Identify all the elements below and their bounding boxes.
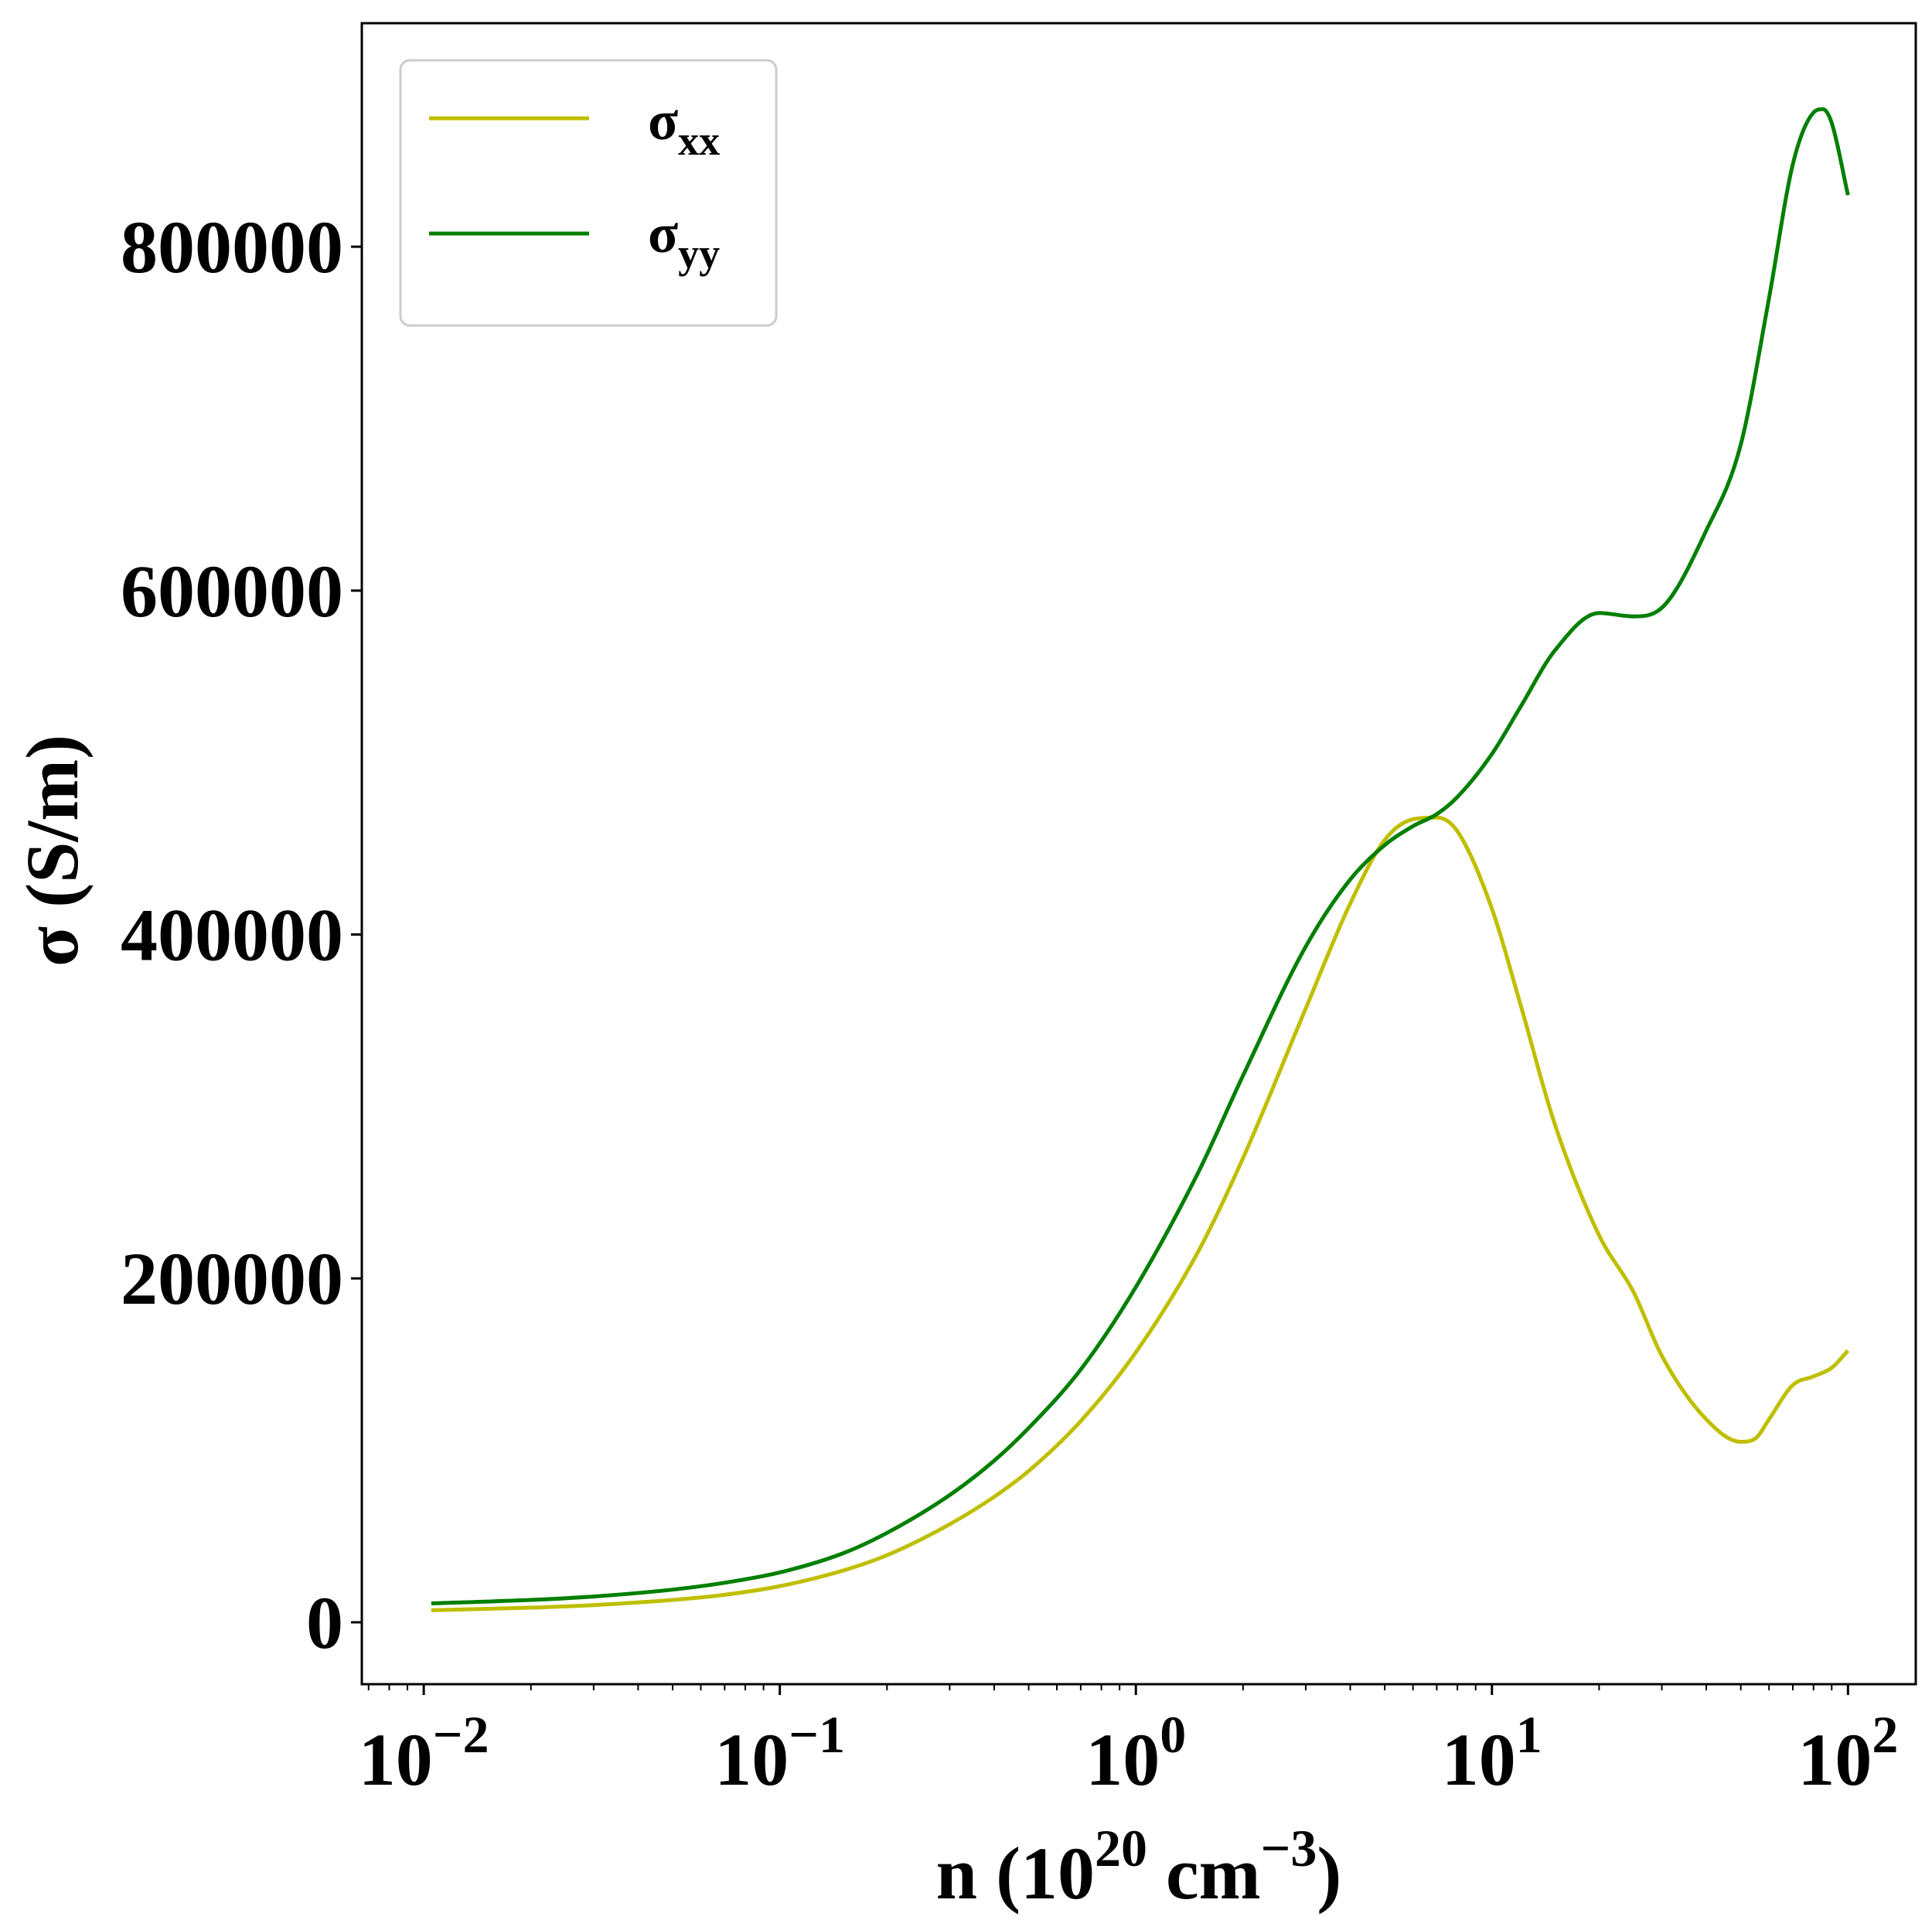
y-tick-label: 200000 xyxy=(121,1237,343,1320)
y-tick-label: 600000 xyxy=(121,550,343,633)
y-tick-label: 0 xyxy=(306,1581,343,1664)
y-tick-label: 400000 xyxy=(121,894,343,977)
x-tick-label: 10−1 xyxy=(714,1705,845,1801)
x-tick-label: 102 xyxy=(1797,1705,1898,1801)
series-layer xyxy=(431,107,1850,1612)
x-tick-label: 10−2 xyxy=(359,1705,489,1801)
legend-box xyxy=(399,59,778,327)
series-line-xx xyxy=(431,815,1850,1612)
y-axis-label: σ (S/m) xyxy=(11,735,94,967)
y-axis-ticks: 0 200000 400000 600000 800000 xyxy=(121,206,362,1664)
series-line-yy xyxy=(431,107,1850,1605)
y-tick-label: 800000 xyxy=(121,206,343,288)
legend-label-sigma-yy: σyy xyxy=(648,203,720,277)
x-axis-ticks: 10−2 10−1 100 101 102 xyxy=(359,1684,1898,1801)
x-tick-label: 101 xyxy=(1442,1705,1542,1801)
plot-frame xyxy=(360,22,1917,1686)
x-tick-label: 100 xyxy=(1085,1705,1186,1801)
legend: σxx σyy xyxy=(399,59,778,327)
x-axis-label: n (1020 cm−3) xyxy=(936,1819,1342,1915)
legend-label-sigma-xx: σxx xyxy=(648,90,720,164)
